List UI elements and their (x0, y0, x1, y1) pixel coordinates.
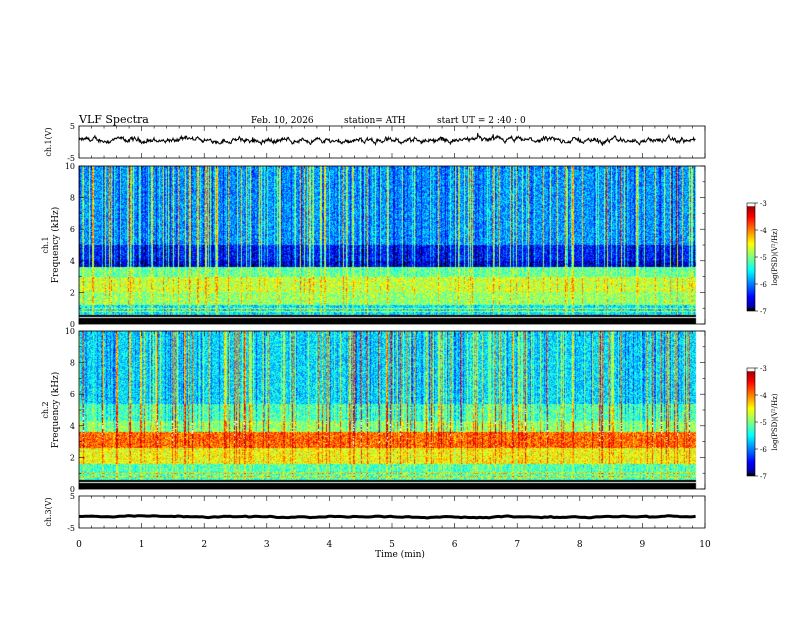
figure-title: VLF Spectra (78, 113, 149, 126)
ch1-ytick-bottom: -5 (67, 154, 75, 163)
colorbar-tick-label: -3 (760, 365, 767, 373)
frequency-tick-label: 2 (70, 288, 75, 297)
ch1-waveform-trace (78, 132, 696, 147)
frequency-tick-label: 8 (70, 194, 75, 203)
ch1-spectrogram-panel: 0 2 4 6 8 10 ch.1 Frequency (kHz) (41, 162, 706, 329)
date-label: Feb. 10, 2026 (251, 116, 314, 126)
ch1-colorbar-label: log(PSD)(V²/Hz) (771, 228, 779, 285)
frequency-tick-label: 4 (70, 422, 75, 431)
ch1-waveform-xticks (78, 126, 706, 158)
ch3-ytick-bottom: -5 (67, 524, 75, 533)
colorbar-tick-label: -4 (760, 227, 767, 235)
ch2-colorbar-ticks: -3 -4 -5 -6 -7 (755, 365, 767, 481)
ch3-waveform-xticks (78, 496, 706, 528)
colorbar-tick-label: -7 (760, 308, 767, 316)
ch2-colorbar-label: log(PSD)(V²/Hz) (771, 393, 779, 450)
time-axis-ticklabels: 0 1 2 3 4 5 6 7 8 9 10 (76, 540, 711, 550)
colorbar-tick-label: -6 (760, 446, 767, 454)
time-tick-label: 1 (139, 540, 145, 550)
frequency-tick-label: 4 (70, 257, 75, 266)
frequency-tick-label: 10 (65, 327, 75, 336)
ch2-spectrogram-xticks (78, 331, 706, 489)
ch1-colorbar-gradient (747, 203, 755, 311)
frequency-tick-label: 6 (70, 390, 75, 399)
ch1-spectrogram-yticks: 0 2 4 6 8 10 (65, 162, 705, 329)
start-ut-label: start UT = 2 :40 : 0 (437, 116, 526, 126)
frequency-tick-label: 0 (70, 320, 75, 329)
time-tick-label: 3 (264, 540, 270, 550)
frequency-tick-label: 0 (70, 485, 75, 494)
ch1-waveform-panel: 5 -5 ch.1(V) (44, 122, 706, 163)
time-tick-label: 7 (514, 540, 520, 550)
time-tick-label: 5 (389, 540, 395, 550)
time-tick-label: 2 (201, 540, 207, 550)
ch1-spectrogram-xticks (78, 166, 706, 324)
colorbar-tick-label: -3 (760, 200, 767, 208)
frequency-tick-label: 10 (65, 162, 75, 171)
ch2-spectrogram-image (79, 331, 705, 489)
ch2-spectrogram-ylabel: Frequency (kHz) (50, 372, 61, 449)
ch1-waveform-ylabel: ch.1(V) (44, 127, 53, 156)
ch3-waveform-trace (78, 514, 696, 520)
time-tick-label: 4 (327, 540, 333, 550)
ch2-spectrogram-yticks: 0 2 4 6 8 10 (65, 327, 705, 494)
ch2-colorbar: -3 -4 -5 -6 -7 log(PSD)(V²/Hz) (746, 365, 779, 481)
ch1-ytick-top: 5 (70, 122, 75, 131)
time-tick-label: 6 (452, 540, 458, 550)
ch3-waveform-panel: 5 -5 ch.3(V) 0 1 2 3 4 5 6 7 8 9 10 Time (min) (44, 492, 711, 560)
ch2-spectrogram-channel-label: ch.2 (41, 401, 50, 418)
colorbar-tick-label: -6 (760, 281, 767, 289)
ch3-waveform-ylabel: ch.3(V) (44, 497, 53, 526)
ch1-spectrogram-channel-label: ch.1 (41, 236, 50, 253)
colorbar-tick-label: -5 (760, 419, 767, 427)
ch1-colorbar-ticks: -3 -4 -5 -6 -7 (755, 200, 767, 316)
frequency-tick-label: 2 (70, 453, 75, 462)
ch3-ytick-top: 5 (70, 492, 75, 501)
ch3-waveform-frame (78, 495, 706, 529)
time-tick-label: 8 (577, 540, 583, 550)
time-axis-label: Time (min) (375, 549, 425, 560)
colorbar-tick-label: -5 (760, 254, 767, 262)
colorbar-tick-label: -7 (760, 473, 767, 481)
ch1-spectrogram-ylabel: Frequency (kHz) (50, 207, 61, 284)
time-tick-label: 9 (640, 540, 646, 550)
ch2-colorbar-gradient (747, 368, 755, 476)
ch2-spectrogram-panel: 0 2 4 6 8 10 ch.2 Frequency (kHz) (41, 327, 706, 494)
time-tick-label: 0 (76, 540, 82, 550)
station-label: station= ATH (344, 116, 406, 126)
ch1-spectrogram-image (79, 166, 705, 324)
time-tick-label: 10 (699, 540, 711, 550)
colorbar-tick-label: -4 (760, 392, 767, 400)
ch1-colorbar: -3 -4 -5 -6 -7 log(PSD)(V²/Hz) (746, 200, 779, 316)
frequency-tick-label: 8 (70, 359, 75, 368)
frequency-tick-label: 6 (70, 225, 75, 234)
